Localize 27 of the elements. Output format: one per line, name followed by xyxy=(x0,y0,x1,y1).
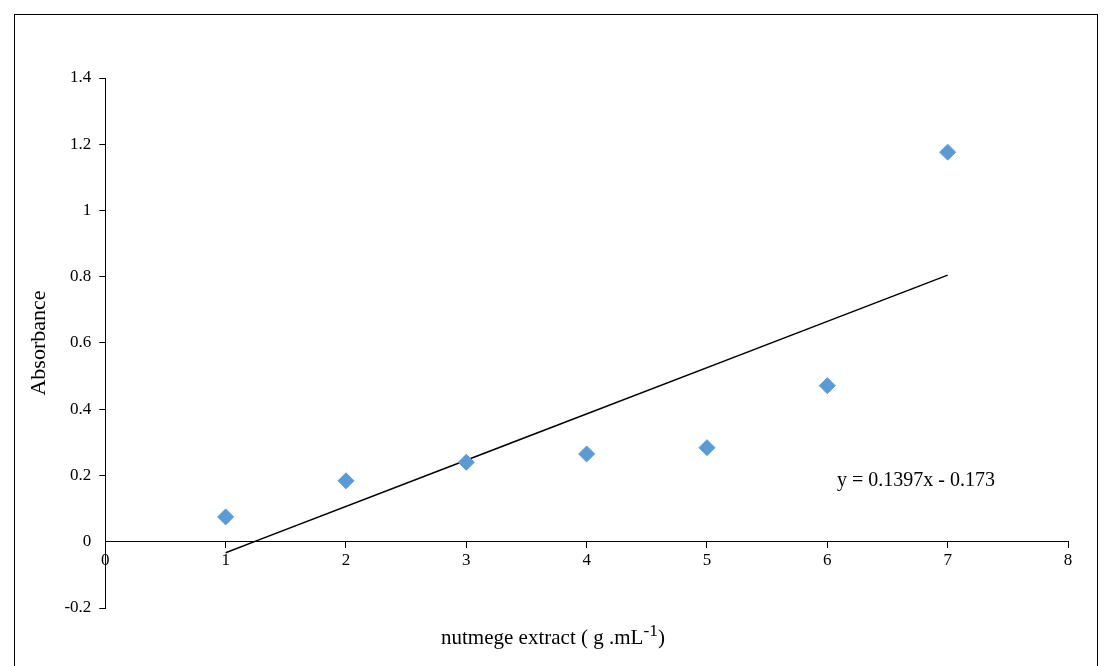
point xyxy=(818,377,836,395)
x-axis-title: nutmege extract ( g .mL$^{-1}$) xyxy=(440,620,666,650)
y-tick-label: 0 xyxy=(82,531,92,551)
y-axis-title: Absorbance xyxy=(24,290,50,396)
point xyxy=(217,508,235,526)
y-tick-label: 0.4 xyxy=(70,398,92,418)
point xyxy=(457,453,475,471)
y-tick-label: 1 xyxy=(82,199,92,219)
y-tick-label: 0.6 xyxy=(70,332,92,352)
x-tick-label: 2 xyxy=(341,550,351,570)
x-tick-label: 5 xyxy=(702,550,712,570)
y-tick-label: 0.8 xyxy=(70,266,92,286)
x-tick-label: 8 xyxy=(1063,550,1073,570)
y-tick-label: 1.4 xyxy=(70,67,92,87)
point xyxy=(578,445,596,463)
x-tick-label: 6 xyxy=(823,550,832,570)
y-tick-label: 0.2 xyxy=(70,464,92,484)
x-tick-label: 3 xyxy=(462,550,471,570)
point xyxy=(698,439,716,457)
point xyxy=(337,472,355,490)
y-tick-label: 1.2 xyxy=(70,133,92,153)
y-tick-label: -0.2 xyxy=(64,597,92,617)
x-tick-label: 1 xyxy=(221,550,230,570)
annotation: y = 0.1397x - 0.173 xyxy=(836,468,995,492)
x-tick-label: 7 xyxy=(943,550,953,570)
point xyxy=(939,143,957,161)
x-tick-label: 4 xyxy=(582,550,592,570)
